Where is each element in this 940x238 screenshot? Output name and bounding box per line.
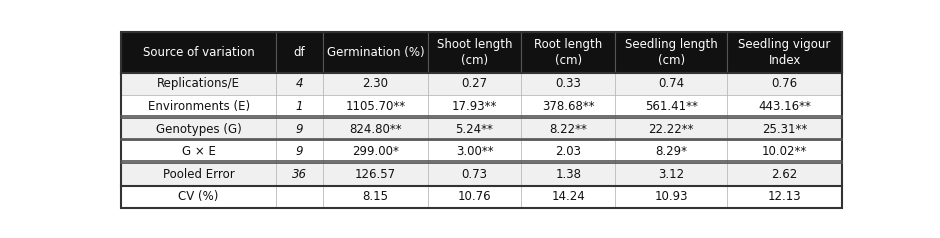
Bar (428, 118, 522, 140)
Bar (121, 32, 276, 73)
Bar (727, 32, 842, 73)
Text: Seedling vigour
Index: Seedling vigour Index (739, 38, 831, 67)
Bar (121, 95, 276, 118)
Bar (727, 118, 842, 140)
Text: 3.12: 3.12 (658, 168, 684, 181)
Bar (727, 186, 842, 208)
Text: 10.93: 10.93 (654, 190, 688, 203)
Bar (276, 73, 323, 95)
Text: Root length
(cm): Root length (cm) (534, 38, 603, 67)
Bar (121, 163, 276, 186)
Text: 299.00*: 299.00* (352, 145, 399, 158)
Bar (276, 95, 323, 118)
Text: 1105.70**: 1105.70** (345, 100, 405, 113)
Bar (276, 140, 323, 163)
Text: 2.62: 2.62 (772, 168, 798, 181)
Bar (522, 118, 615, 140)
Bar (522, 95, 615, 118)
Text: 25.31**: 25.31** (762, 123, 807, 136)
Bar (323, 32, 428, 73)
Bar (727, 140, 842, 163)
Text: 561.41**: 561.41** (645, 100, 697, 113)
Text: 5.24**: 5.24** (456, 123, 494, 136)
Bar (276, 118, 323, 140)
Bar (276, 186, 323, 208)
Text: 36: 36 (292, 168, 307, 181)
Bar (428, 73, 522, 95)
Bar (428, 140, 522, 163)
Bar (727, 163, 842, 186)
Bar (522, 73, 615, 95)
Text: 0.33: 0.33 (556, 77, 581, 90)
Text: Seedling length
(cm): Seedling length (cm) (625, 38, 717, 67)
Text: 378.68**: 378.68** (542, 100, 595, 113)
Bar (615, 118, 727, 140)
Text: Replications/E: Replications/E (157, 77, 241, 90)
Bar (727, 95, 842, 118)
Text: Pooled Error: Pooled Error (163, 168, 235, 181)
Text: 14.24: 14.24 (552, 190, 586, 203)
Bar (727, 73, 842, 95)
Bar (121, 186, 276, 208)
Text: 443.16**: 443.16** (759, 100, 811, 113)
Text: 126.57: 126.57 (354, 168, 396, 181)
Text: 0.74: 0.74 (658, 77, 684, 90)
Bar (121, 118, 276, 140)
Text: 2.30: 2.30 (363, 77, 388, 90)
Text: G × E: G × E (181, 145, 215, 158)
Bar (323, 95, 428, 118)
Text: 17.93**: 17.93** (452, 100, 497, 113)
Text: 1.38: 1.38 (556, 168, 581, 181)
Bar (428, 186, 522, 208)
Bar (522, 163, 615, 186)
Text: 10.02**: 10.02** (762, 145, 807, 158)
Text: CV (%): CV (%) (179, 190, 219, 203)
Text: 8.22**: 8.22** (549, 123, 588, 136)
Text: 8.29*: 8.29* (655, 145, 687, 158)
Text: 2.03: 2.03 (556, 145, 581, 158)
Text: 0.27: 0.27 (462, 77, 488, 90)
Bar (615, 32, 727, 73)
Text: Germination (%): Germination (%) (326, 46, 424, 59)
Bar (276, 32, 323, 73)
Text: 8.15: 8.15 (363, 190, 388, 203)
Bar (428, 32, 522, 73)
Bar (323, 186, 428, 208)
Bar (121, 140, 276, 163)
Bar (276, 163, 323, 186)
Text: df: df (294, 46, 306, 59)
Bar (428, 95, 522, 118)
Bar (323, 140, 428, 163)
Bar (522, 186, 615, 208)
Bar (323, 118, 428, 140)
Text: 10.76: 10.76 (458, 190, 492, 203)
Text: 12.13: 12.13 (768, 190, 802, 203)
Text: 9: 9 (296, 145, 304, 158)
Bar (615, 163, 727, 186)
Text: Genotypes (G): Genotypes (G) (156, 123, 242, 136)
Bar (615, 73, 727, 95)
Text: 3.00**: 3.00** (456, 145, 494, 158)
Bar (522, 32, 615, 73)
Text: Source of variation: Source of variation (143, 46, 255, 59)
Bar (615, 186, 727, 208)
Text: 824.80**: 824.80** (349, 123, 401, 136)
Text: 0.73: 0.73 (462, 168, 488, 181)
Bar (121, 73, 276, 95)
Bar (615, 95, 727, 118)
Bar (522, 140, 615, 163)
Text: 0.76: 0.76 (772, 77, 798, 90)
Text: 1: 1 (296, 100, 304, 113)
Bar (428, 163, 522, 186)
Text: 4: 4 (296, 77, 304, 90)
Text: Environments (E): Environments (E) (148, 100, 250, 113)
Bar (323, 163, 428, 186)
Text: 22.22**: 22.22** (649, 123, 694, 136)
Text: 9: 9 (296, 123, 304, 136)
Bar (323, 73, 428, 95)
Bar (615, 140, 727, 163)
Text: Shoot length
(cm): Shoot length (cm) (437, 38, 512, 67)
